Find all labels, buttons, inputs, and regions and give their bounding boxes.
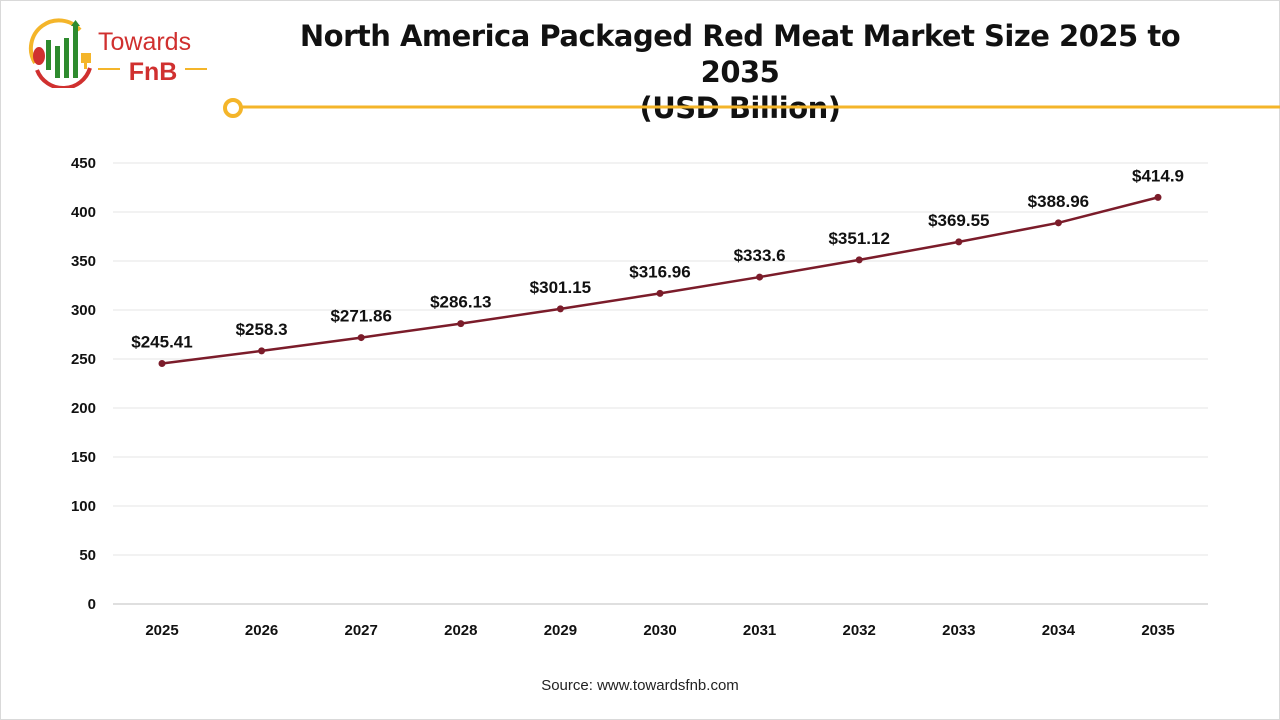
data-label: $388.96 xyxy=(1028,192,1089,211)
x-tick-label: 2026 xyxy=(245,622,278,639)
data-point xyxy=(656,289,664,297)
x-tick-label: 2029 xyxy=(544,622,577,639)
x-tick-label: 2032 xyxy=(843,622,876,639)
x-tick-label: 2035 xyxy=(1141,622,1174,639)
y-tick-label: 200 xyxy=(71,400,96,417)
data-point xyxy=(1054,219,1062,227)
y-tick-label: 0 xyxy=(88,596,96,613)
y-tick-label: 450 xyxy=(71,155,96,172)
data-label: $271.86 xyxy=(330,307,391,326)
data-point xyxy=(756,273,764,281)
x-tick-label: 2025 xyxy=(145,622,178,639)
data-point xyxy=(855,256,863,264)
data-label: $245.41 xyxy=(131,332,192,351)
y-tick-label: 300 xyxy=(71,302,96,319)
source-note: Source: www.towardsfnb.com xyxy=(541,677,739,694)
logo-text-towards: Towards xyxy=(98,28,191,56)
y-tick-label: 250 xyxy=(71,351,96,368)
chart-title-line: North America Packaged Red Meat Market S… xyxy=(299,19,1181,89)
data-point xyxy=(556,305,564,313)
x-tick-label: 2027 xyxy=(345,622,378,639)
y-tick-label: 50 xyxy=(79,547,96,564)
y-tick-label: 150 xyxy=(71,449,96,466)
data-label: $414.9 xyxy=(1132,166,1184,185)
x-tick-label: 2031 xyxy=(743,622,776,639)
data-label: $333.6 xyxy=(734,246,786,265)
data-point xyxy=(955,238,963,246)
towards-fnb-logo: Towards FnB xyxy=(25,18,215,90)
y-tick-label: 100 xyxy=(71,498,96,515)
data-label: $286.13 xyxy=(430,293,491,312)
data-point xyxy=(258,347,266,355)
data-label: $301.15 xyxy=(530,278,591,297)
data-label: $369.55 xyxy=(928,211,989,230)
data-point xyxy=(457,320,465,328)
title-accent-line xyxy=(223,98,1280,118)
x-tick-label: 2033 xyxy=(942,622,975,639)
data-label: $258.3 xyxy=(236,320,288,339)
data-label: $316.96 xyxy=(629,262,690,281)
data-point xyxy=(158,359,166,367)
x-tick-label: 2030 xyxy=(643,622,676,639)
y-tick-label: 350 xyxy=(71,253,96,270)
x-tick-label: 2034 xyxy=(1042,622,1076,639)
data-point xyxy=(1154,193,1162,201)
x-tick-label: 2028 xyxy=(444,622,477,639)
data-point xyxy=(357,334,365,342)
logo-text-fnb: FnB xyxy=(129,58,178,86)
y-tick-label: 400 xyxy=(71,204,96,221)
data-label: $351.12 xyxy=(828,229,889,248)
